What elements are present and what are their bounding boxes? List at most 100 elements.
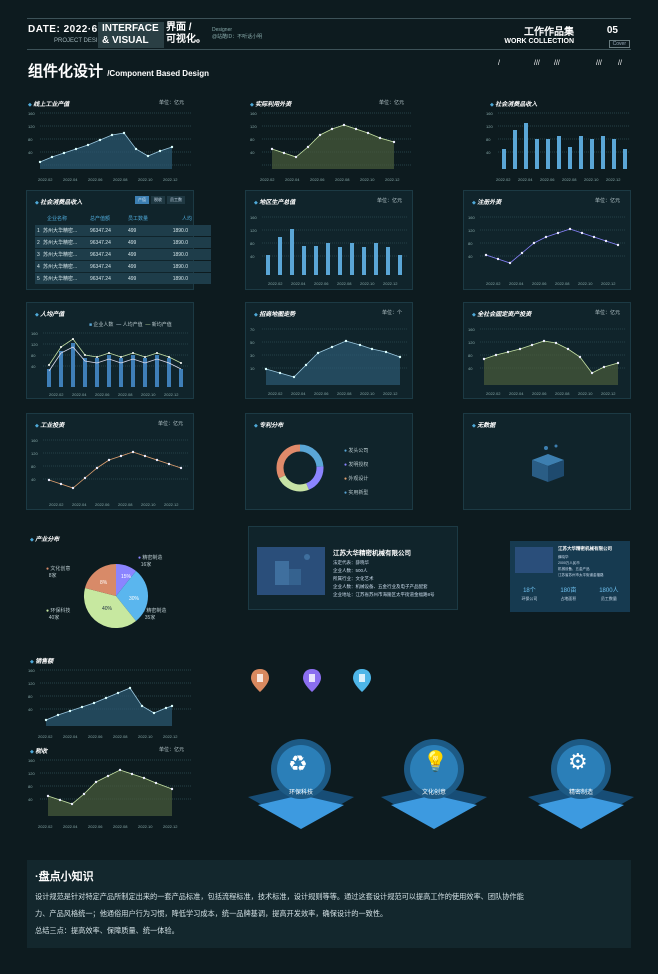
- svg-text:120: 120: [28, 124, 35, 129]
- tab-staff[interactable]: 员工数: [167, 196, 185, 204]
- pie-label: ● 文化创意 8家: [46, 566, 71, 579]
- page-number: 05: [606, 25, 618, 36]
- svg-text:2022.06: 2022.06: [88, 824, 103, 829]
- table-row[interactable]: 4 苏州大华精密... 96347.24 499 1890.0: [35, 261, 211, 272]
- svg-text:120: 120: [468, 340, 475, 345]
- svg-text:2022.06: 2022.06: [532, 281, 547, 286]
- svg-text:50: 50: [250, 340, 255, 345]
- card-unit: 单位：亿元: [158, 100, 184, 106]
- svg-text:160: 160: [468, 215, 475, 220]
- tab-output[interactable]: 产值: [135, 196, 149, 204]
- svg-text:2022.04: 2022.04: [291, 281, 306, 286]
- company-card[interactable]: 江苏大华精密机械有限公司 法定代表：薛晓华 企业人数：500人 所属行业：文化艺术企…: [248, 526, 458, 610]
- card-title: 税收: [30, 746, 47, 755]
- card-unit: 单位：亿元: [376, 198, 402, 204]
- company-fields: 法定代表：薛晓华 企业人数：500人 所属行业：文化艺术 企业人数：机械设备、五金行业…: [333, 560, 435, 597]
- brand-cn: 界面 / 可视化。: [166, 22, 206, 45]
- svg-text:2022.12: 2022.12: [385, 177, 400, 182]
- svg-text:2022.10: 2022.10: [578, 391, 593, 396]
- card-title: 社会消费品收入: [490, 99, 537, 108]
- donut-legend: ● 发头公司 ● 发明授权 ● 外观设计 ● 实用新型: [344, 448, 369, 496]
- badge-culture-creative[interactable]: 💡 文化创意: [371, 735, 497, 835]
- combo-chart: 160 120 80 40 2022.02 2022.04 2022.06 2022.08 2…: [31, 331, 189, 397]
- decor-slash: ///: [534, 60, 540, 67]
- svg-text:160: 160: [250, 111, 257, 116]
- svg-text:2022.02: 2022.02: [38, 734, 53, 739]
- bar-chart: 160 120 80 40 2022.02 2022.04 2022.06 2022.08 2…: [486, 111, 630, 182]
- pie-label: ● 精密制造 16家: [138, 555, 163, 568]
- area-chart: 160 120 80 40 2022.02 2022.04 2022.06 2022.08 2…: [28, 668, 191, 739]
- header-bottom-line: [27, 49, 631, 50]
- svg-text:2022.08: 2022.08: [113, 177, 128, 182]
- table-row[interactable]: 1 苏州大华精密... 96347.24 499 1890.0: [35, 225, 211, 236]
- knowledge-text: 总结三点：提高效率、保障质量、统一体验。: [35, 926, 179, 935]
- svg-text:120: 120: [468, 228, 475, 233]
- svg-text:2022.02: 2022.02: [486, 391, 501, 396]
- badge-platform: [528, 739, 634, 829]
- svg-text:10: 10: [250, 366, 255, 371]
- table-row[interactable]: 5 苏州大华精密... 96347.24 499 1890.0: [35, 273, 211, 284]
- table-card: 社会消费品收入 产值 税收 员工数 企业名称 总产值额 员工数量 人均 1苏州大…: [26, 190, 211, 290]
- cover-tag: Cover: [608, 40, 630, 48]
- svg-text:120: 120: [31, 451, 38, 456]
- svg-text:2022.12: 2022.12: [164, 392, 179, 397]
- svg-text:80: 80: [31, 464, 36, 469]
- svg-text:2022.06: 2022.06: [95, 392, 110, 397]
- svg-text:2022.04: 2022.04: [72, 392, 87, 397]
- map-pin-orange-icon[interactable]: [250, 668, 270, 694]
- svg-text:2022.10: 2022.10: [360, 177, 375, 182]
- company-name: 江苏大华精密机械有限公司: [333, 550, 411, 557]
- svg-text:80: 80: [28, 694, 33, 699]
- badge-label: 文化创意: [421, 790, 446, 796]
- page-title: 组件化设计 /Component Based Design: [28, 63, 209, 80]
- badge-eco-tech[interactable]: ♻ 环保科技: [238, 735, 364, 835]
- svg-text:120: 120: [28, 771, 35, 776]
- svg-text:30%: 30%: [129, 596, 140, 602]
- badge-precision-manufacturing[interactable]: ⚙ 精密制造: [518, 735, 644, 835]
- svg-text:2022.04: 2022.04: [63, 734, 78, 739]
- tab-tax[interactable]: 税收: [151, 196, 165, 204]
- map-pin-blue-icon[interactable]: [352, 668, 372, 694]
- svg-text:40: 40: [486, 150, 491, 155]
- no-data-card: 无数据: [463, 413, 631, 510]
- svg-text:70: 70: [250, 327, 255, 332]
- bar-chart: 160 120 80 40 2022.02 2022.04 2022.06 2022.08 2…: [250, 215, 408, 286]
- svg-text:120: 120: [250, 124, 257, 129]
- svg-text:160: 160: [250, 215, 257, 220]
- card-title: 实际利用外资: [250, 99, 291, 108]
- svg-text:2022.04: 2022.04: [63, 824, 78, 829]
- table-row[interactable]: 2 苏州大华精密... 96347.24 499 1890.0: [35, 237, 211, 248]
- svg-text:2022.02: 2022.02: [486, 281, 501, 286]
- svg-text:2022.06: 2022.06: [95, 502, 110, 507]
- svg-text:2022.06: 2022.06: [88, 734, 103, 739]
- svg-text:2022.02: 2022.02: [260, 177, 275, 182]
- company-mini-card[interactable]: 江苏大华精密机械有限公司 薛晓华 2000万人民币 机械设备、五金产品 江苏省苏州市太…: [510, 541, 630, 612]
- date-label: DATE: 2022·6: [28, 24, 98, 35]
- svg-text:40: 40: [28, 150, 33, 155]
- table-row[interactable]: 3 苏州大华精密... 96347.24 499 1890.0: [35, 249, 211, 260]
- svg-text:2022.06: 2022.06: [310, 177, 325, 182]
- company-image: [257, 547, 325, 595]
- map-pin-purple-icon[interactable]: [302, 668, 322, 694]
- svg-text:2022.08: 2022.08: [337, 281, 352, 286]
- svg-text:2022.12: 2022.12: [383, 391, 398, 396]
- badge-label: 环保科技: [288, 790, 313, 796]
- svg-text:2022.02: 2022.02: [38, 177, 53, 182]
- svg-text:160: 160: [31, 438, 38, 443]
- area-chart: 160 120 80 40 2022.02 2022.04 2022.06 2022.08 2…: [28, 758, 191, 829]
- svg-text:40: 40: [250, 254, 255, 259]
- svg-text:15%: 15%: [121, 574, 132, 580]
- card-title: 招商地图走势: [254, 309, 295, 318]
- badge-platform: [381, 739, 487, 829]
- svg-text:80: 80: [468, 241, 473, 246]
- company-mini-image: [515, 547, 553, 573]
- collection-en: WORK COLLECTION: [504, 38, 574, 45]
- svg-text:2022.10: 2022.10: [584, 177, 599, 182]
- card-title: 销售额: [30, 656, 53, 665]
- svg-text:2022.06: 2022.06: [314, 391, 329, 396]
- chart-card-industrial-investment: 工业投资 单位：亿元 160 120 80 40 2022.02 2022.04 2022…: [26, 413, 194, 510]
- chart-card-sales: 销售额 160 120 80 40 2022.02 2022.04 2022.06 2022…: [26, 650, 194, 740]
- svg-text:120: 120: [486, 124, 493, 129]
- svg-text:2022.10: 2022.10: [360, 391, 375, 396]
- company-mini-lines: 薛晓华 2000万人民币 机械设备、五金产品 江苏省苏州市太平街道金福路: [558, 555, 604, 577]
